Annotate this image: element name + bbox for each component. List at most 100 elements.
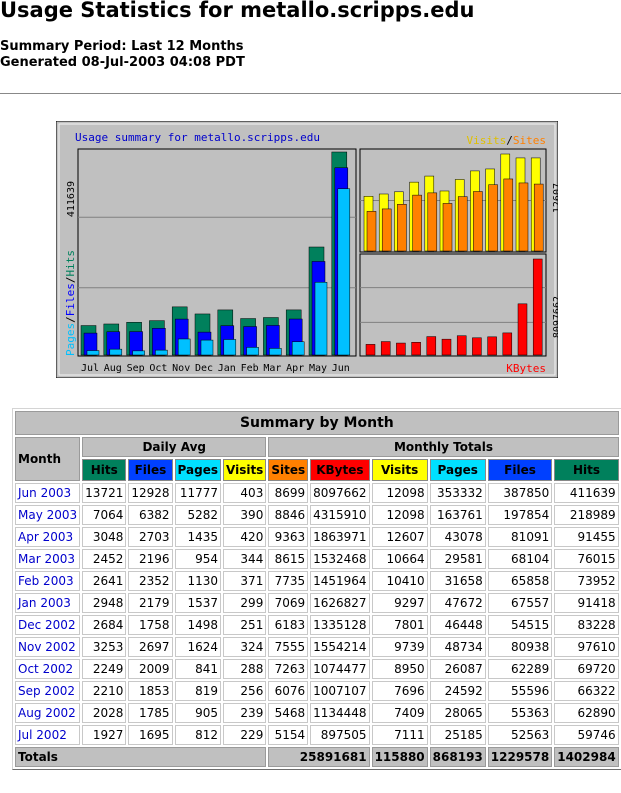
kbytes-bar: [487, 336, 497, 356]
daily-files-cell: 2697: [128, 637, 173, 657]
daily-hits-cell: 2028: [82, 703, 127, 723]
totals-visits: 115880: [371, 747, 428, 767]
daily-files-cell: 2352: [128, 571, 173, 591]
daily-hits-cell: 2641: [82, 571, 127, 591]
daily-files-cell: 2179: [128, 593, 173, 613]
sites-bar: [503, 178, 514, 252]
daily-hits-cell: 7064: [82, 505, 127, 525]
month-header: Month: [15, 437, 81, 481]
month-cell: Dec 2002: [15, 615, 81, 635]
monthly-sites-cell: 8846: [268, 505, 309, 525]
monthly-sites-cell: 9363: [268, 527, 309, 547]
daily-hits-cell: 2452: [82, 549, 127, 569]
table-row: Jan 2003 2948 2179 1537 299 7069 1626827 9297 47…: [15, 593, 619, 613]
month-link[interactable]: Nov 2002: [18, 640, 76, 654]
daily-hits-cell: 13721: [82, 483, 127, 503]
month-tick-label: Sep: [127, 363, 145, 374]
totals-hits: 1402984: [554, 747, 619, 767]
month-link[interactable]: Oct 2002: [18, 662, 74, 676]
kbytes-bar: [517, 303, 528, 356]
monthly-files-cell: 54515: [487, 615, 553, 635]
sites-bar: [457, 196, 468, 252]
table-row: May 2003 7064 6382 5282 390 8846 4315910 12098 1…: [15, 505, 619, 525]
monthly-kbytes-cell: 1007107: [310, 681, 370, 701]
chart-title: Usage summary for metallo.scripps.edu: [75, 131, 320, 144]
col-monthly-sites: Sites: [268, 459, 309, 481]
monthly-pages-cell: 47672: [429, 593, 486, 613]
monthly-files-cell: 55363: [487, 703, 553, 723]
monthly-pages-cell: 26087: [429, 659, 486, 679]
totals-label: Totals: [15, 747, 267, 767]
monthly-kbytes-cell: 4315910: [310, 505, 370, 525]
month-link[interactable]: Apr 2003: [18, 530, 74, 544]
daily-hits-cell: 2210: [82, 681, 127, 701]
month-cell: Apr 2003: [15, 527, 81, 547]
monthly-files-cell: 68104: [487, 549, 553, 569]
totals-row: Totals 25891681 25891681 115880 868193 1…: [15, 747, 619, 767]
kbytes-bar: [532, 258, 543, 356]
daily-pages-cell: 5282: [174, 505, 221, 525]
col-daily-hits: Hits: [82, 459, 127, 481]
pages-bar: [109, 348, 123, 356]
daily-files-cell: 2009: [128, 659, 173, 679]
table-row: Jul 2002 1927 1695 812 229 5154 897505 7111 2518…: [15, 725, 619, 745]
monthly-hits-cell: 411639: [554, 483, 619, 503]
monthly-visits-cell: 12607: [371, 527, 428, 547]
report-meta: Summary Period: Last 12 Months Generated…: [0, 39, 245, 71]
month-link[interactable]: Aug 2002: [18, 706, 76, 720]
month-cell: Oct 2002: [15, 659, 81, 679]
monthly-kbytes-cell: 8097662: [310, 483, 370, 503]
sites-bar: [533, 183, 544, 252]
month-cell: Mar 2003: [15, 549, 81, 569]
left-axis-legend: Pages/Files/Hits: [64, 250, 77, 356]
monthly-kbytes-cell: 897505: [310, 725, 370, 745]
month-link[interactable]: Jul 2002: [18, 728, 67, 742]
month-tick-label: Jun: [332, 363, 350, 374]
pages-bar: [337, 188, 351, 356]
table-row: Nov 2002 3253 2697 1624 324 7555 1554214 9739 48…: [15, 637, 619, 657]
month-link[interactable]: Dec 2002: [18, 618, 76, 632]
col-daily-files: Files: [128, 459, 173, 481]
daily-visits-cell: 299: [223, 593, 267, 613]
month-link[interactable]: Sep 2002: [18, 684, 75, 698]
daily-visits-cell: 403: [223, 483, 267, 503]
monthly-pages-cell: 43078: [429, 527, 486, 547]
month-link[interactable]: Feb 2003: [18, 574, 74, 588]
daily-files-cell: 12928: [128, 483, 173, 503]
sites-bar: [442, 203, 453, 252]
month-tick-label: Nov: [172, 363, 190, 374]
kbytes-plot-area: [359, 253, 547, 357]
monthly-files-cell: 62289: [487, 659, 553, 679]
table-row: Dec 2002 2684 1758 1498 251 6183 1335128 7801 46…: [15, 615, 619, 635]
monthly-sites-cell: 8699: [268, 483, 309, 503]
monthly-hits-cell: 62890: [554, 703, 619, 723]
daily-files-cell: 1758: [128, 615, 173, 635]
pages-bar: [155, 349, 168, 356]
daily-visits-cell: 390: [223, 505, 267, 525]
month-link[interactable]: May 2003: [18, 508, 78, 522]
col-daily-visits: Visits: [223, 459, 267, 481]
monthly-files-cell: 81091: [487, 527, 553, 547]
monthly-kbytes-cell: 1532468: [310, 549, 370, 569]
daily-pages-cell: 1435: [174, 527, 221, 547]
daily-visits-cell: 288: [223, 659, 267, 679]
totals-pages: 868193: [429, 747, 486, 767]
legend-kbytes: KBytes: [506, 362, 546, 375]
month-cell: Jun 2003: [15, 483, 81, 503]
monthly-pages-cell: 25185: [429, 725, 486, 745]
monthly-hits-cell: 59746: [554, 725, 619, 745]
table-row: Aug 2002 2028 1785 905 239 5468 1134448 7409 280…: [15, 703, 619, 723]
daily-visits-cell: 420: [223, 527, 267, 547]
divider: [0, 93, 621, 94]
col-monthly-visits: Visits: [371, 459, 428, 481]
kbytes-bar: [456, 335, 467, 356]
month-link[interactable]: Jun 2003: [18, 486, 72, 500]
daily-files-cell: 1695: [128, 725, 173, 745]
month-tick-label: Jan: [218, 363, 236, 374]
month-link[interactable]: Jan 2003: [18, 596, 71, 610]
month-link[interactable]: Mar 2003: [18, 552, 75, 566]
monthly-kbytes-cell: 1554214: [310, 637, 370, 657]
daily-avg-header: Daily Avg: [82, 437, 267, 457]
monthly-hits-cell: 76015: [554, 549, 619, 569]
daily-files-cell: 1853: [128, 681, 173, 701]
